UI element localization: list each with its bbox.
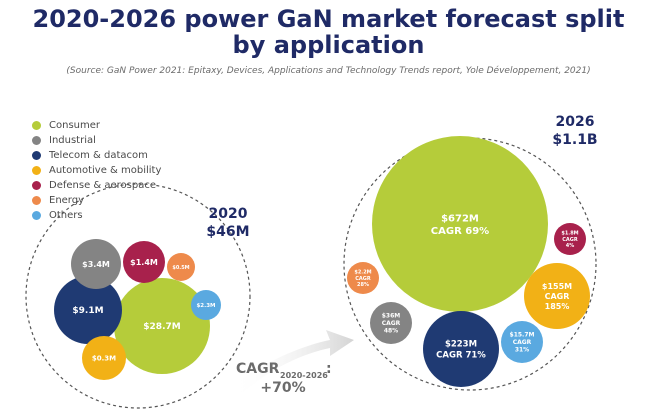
legend-label: Industrial [49, 135, 96, 146]
source-note: (Source: GaN Power 2021: Epitaxy, Device… [66, 66, 591, 76]
legend-label: Others [49, 210, 83, 221]
cagr-value-text: +70% [260, 380, 305, 396]
bubble-energy-2020: $0.5M [167, 253, 195, 281]
bubble-consumer-2020: $28.7M [114, 278, 210, 374]
legend-label: Consumer [49, 120, 100, 131]
bubble-circle [167, 253, 195, 281]
bubble-circle [191, 290, 221, 320]
bubble-label-text: $672M [441, 213, 479, 224]
bubble-label-text: $2.3M [196, 303, 215, 309]
bubble-label-text: $223M [445, 340, 477, 350]
legend-item: Industrial [32, 133, 161, 148]
bubble-cagr-text: CAGR [562, 237, 578, 243]
legend-label: Defense & aerospace [49, 180, 157, 191]
legend-swatch [32, 121, 41, 130]
legend-swatch [32, 151, 41, 160]
bubble-label-text: $1.4M [130, 258, 158, 267]
legend-swatch [32, 196, 41, 205]
bubble-circle [370, 302, 412, 344]
bubble-label-text: $3.4M [82, 260, 110, 269]
bubble-label-text: $0.5M [172, 265, 189, 271]
legend-swatch [32, 166, 41, 175]
total-label-2020: $46M [206, 224, 249, 240]
bubble-cagr-text: CAGR [513, 339, 532, 346]
bubble-cagr-value-text: 48% [384, 328, 398, 335]
bubble-circle [347, 262, 379, 294]
legend-item: Automotive & mobility [32, 163, 161, 178]
bubble-automotive-mobility-2020: $0.3M [82, 336, 126, 380]
bubble-circle [123, 241, 165, 283]
legend-item: Telecom & datacom [32, 148, 161, 163]
bubble-circle [501, 321, 543, 363]
year-label-2020: 2020 [209, 206, 248, 222]
cagr-main-text: CAGR [236, 361, 280, 377]
bubble-label-text: $2.2M [354, 270, 371, 276]
bubble-circle [54, 276, 122, 344]
bubble-circle [554, 223, 586, 255]
growth-arrow-shape [232, 330, 354, 396]
bubble-cagr-value-text: 4% [566, 243, 575, 249]
bubble-others-2020: $2.3M [191, 290, 221, 320]
bubble-cagr-text: CAGR 69% [431, 226, 489, 237]
cagr-annotation: CAGR 2020-2026: +70% [236, 361, 332, 396]
bubble-defense-aerospace-2020: $1.4M [123, 241, 165, 283]
bubble-consumer-2026: $672M CAGR 69% [372, 136, 548, 312]
cagr-period-text: 2020-2026 [280, 371, 328, 380]
cagr-colon-text: : [326, 361, 332, 377]
outer-dashed-circle-2026 [343, 137, 597, 391]
bubble-cagr-value-text: 31% [515, 347, 529, 354]
legend: Consumer Industrial Telecom & datacom Autom… [32, 118, 161, 223]
title-line-2: by application [232, 31, 425, 59]
year-label-2026: 2026 [556, 114, 595, 130]
legend-swatch [32, 211, 41, 220]
title-line-1: 2020-2026 power GaN market forecast spli… [32, 5, 625, 33]
legend-swatch [32, 136, 41, 145]
bubble-cagr-text: CAGR 71% [436, 350, 486, 360]
bubble-cagr-value-text: 185% [545, 302, 570, 311]
bubble-circle [423, 311, 499, 387]
total-label-2026: $1.1B [552, 132, 597, 148]
legend-label: Telecom & datacom [49, 150, 148, 161]
legend-item: Consumer [32, 118, 161, 133]
bubble-circle [372, 136, 548, 312]
legend-swatch [32, 181, 41, 190]
bubble-label-text: $0.3M [92, 354, 116, 362]
bubble-label-text: $155M [542, 282, 572, 291]
legend-item: Energy [32, 193, 161, 208]
bubble-telecom-datacom-2020: $9.1M [54, 276, 122, 344]
bubble-circle [82, 336, 126, 380]
bubble-label-text: $9.1M [72, 306, 103, 316]
bubble-cagr-text: CAGR [355, 276, 371, 282]
legend-item: Defense & aerospace [32, 178, 161, 193]
bubble-industrial-2020: $3.4M [71, 239, 121, 289]
bubble-circle [114, 278, 210, 374]
legend-label: Energy [49, 195, 85, 206]
bubble-circle [71, 239, 121, 289]
legend-label: Automotive & mobility [49, 165, 162, 176]
bubble-cagr-text: CAGR [545, 292, 570, 301]
bubble-circle [524, 263, 590, 329]
bubble-cagr-text: CAGR [382, 320, 401, 327]
outer-dashed-circle-2020 [25, 183, 251, 409]
chart-title: 2020-2026 power GaN market forecast spli… [0, 6, 657, 58]
growth-arrow [232, 330, 354, 396]
bubble-label-text: $1.8M [561, 231, 578, 237]
legend-item: Others [32, 208, 161, 223]
bubble-label-text: $36M [382, 313, 401, 320]
bubble-label-text: $15.7M [510, 332, 535, 339]
bubble-cagr-value-text: 28% [357, 282, 369, 288]
bubble-label-text: $28.7M [143, 322, 180, 332]
panel-2020: 2020 $46M $28.7M $9.1M $3.4M $1.4M $0.5M $2.3M $… [25, 183, 251, 409]
